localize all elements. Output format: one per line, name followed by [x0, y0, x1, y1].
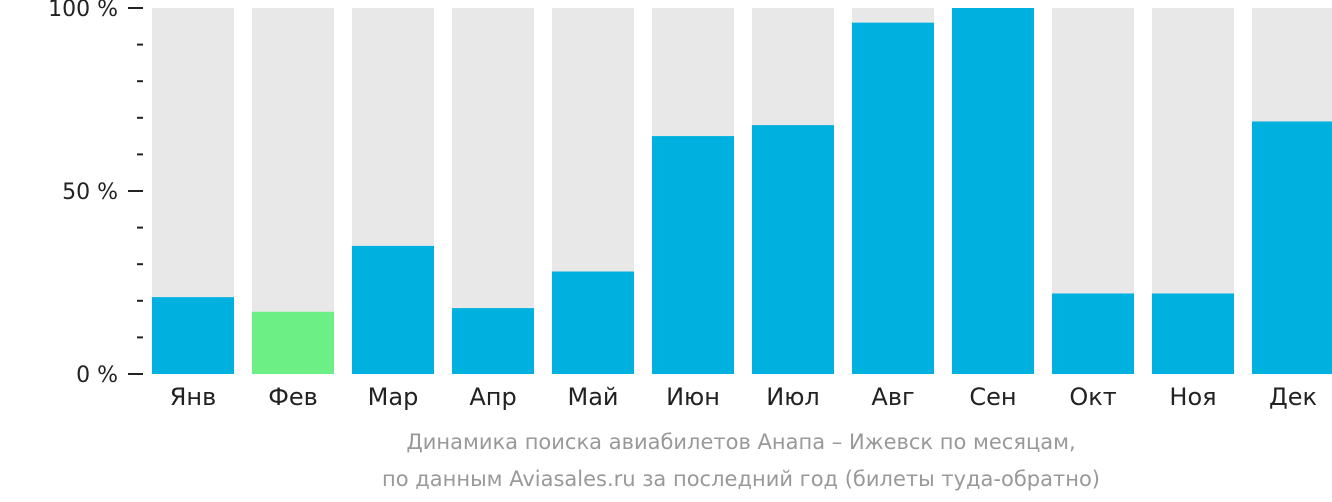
bar: [752, 125, 834, 375]
x-tick-label: Окт: [1069, 383, 1116, 411]
bar: [652, 136, 734, 374]
x-tick-label: Ноя: [1169, 383, 1216, 411]
bar: [952, 8, 1034, 374]
bar: [852, 22, 934, 374]
bar: [1252, 121, 1332, 375]
x-tick-label: Мар: [368, 383, 419, 411]
bar: [152, 297, 234, 374]
bar-chart: 0 % 50 % 100 % Янв Фев Мар Апр Май Июн Июл Авг Сен О…: [48, 0, 1332, 411]
x-tick-label: Фев: [268, 383, 318, 411]
bar: [352, 245, 434, 374]
y-tick-label: 0 %: [76, 363, 118, 388]
x-tick-label: Авг: [871, 383, 914, 411]
bar: [552, 271, 634, 374]
x-tick-label: Сен: [969, 383, 1016, 411]
bar: [452, 308, 534, 374]
bar: [252, 311, 334, 374]
bar: [1052, 293, 1134, 374]
chart-caption-line-1: Динамика поиска авиабилетов Анапа – Ижев…: [406, 430, 1076, 454]
x-tick-label: Дек: [1269, 383, 1317, 411]
x-tick-label: Июн: [666, 383, 720, 411]
chart-caption-line-2: по данным Aviasales.ru за последний год …: [382, 467, 1100, 491]
x-tick-label: Апр: [469, 383, 516, 411]
y-tick-label: 100 %: [48, 0, 118, 22]
x-tick-label: Янв: [170, 383, 217, 411]
bar: [1152, 293, 1234, 374]
x-tick-label: Июл: [766, 383, 820, 411]
y-tick-label: 50 %: [62, 180, 118, 205]
x-tick-label: Май: [567, 383, 618, 411]
